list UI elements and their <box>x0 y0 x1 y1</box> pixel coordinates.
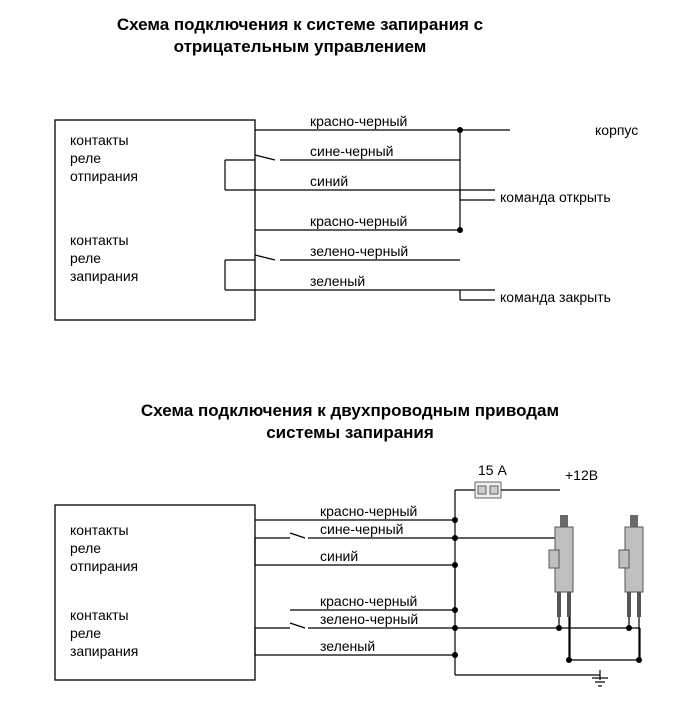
wire-label: сине-черный <box>310 143 393 159</box>
wire-label: сине-черный <box>320 521 403 537</box>
voltage-label: +12В <box>565 467 598 483</box>
wire-label: зелено-черный <box>320 611 418 627</box>
diagram2-title-line1: Схема подключения к двухпроводным привод… <box>141 401 559 420</box>
ground-icon <box>592 670 608 686</box>
node-dot <box>566 657 572 663</box>
relay2-label3: запирания <box>70 643 138 659</box>
node-dot <box>626 625 632 631</box>
node-dot <box>452 535 458 541</box>
node-dot <box>457 227 463 233</box>
output-label: команда закрыть <box>500 289 611 305</box>
fuse-icon <box>475 482 501 498</box>
diagram1-title: Схема подключения к системе запирания с … <box>70 14 530 58</box>
relay1-label2: реле <box>70 150 101 166</box>
relay2-label2: реле <box>70 625 101 641</box>
diagram1-svg: контакты реле отпирания контакты реле за… <box>0 110 693 325</box>
relay2-label: контакты <box>70 232 129 248</box>
node-dot <box>556 625 562 631</box>
switch-arm <box>290 623 305 628</box>
switch-arm <box>290 533 305 538</box>
relay2-label: контакты <box>70 607 129 623</box>
wire-label: красно-черный <box>310 113 407 129</box>
output-label: корпус <box>595 122 638 138</box>
wire-label: синий <box>320 548 358 564</box>
node-dot <box>452 562 458 568</box>
diagram1-title-line2: отрицательным управлением <box>174 37 427 56</box>
diagram1-title-line1: Схема подключения к системе запирания с <box>117 15 483 34</box>
diagram2-svg: контакты реле отпирания контакты реле за… <box>0 460 693 695</box>
node-dot <box>636 657 642 663</box>
relay1-label: контакты <box>70 132 129 148</box>
wire-label: зеленый <box>310 273 365 289</box>
fuse-label: 15 А <box>478 462 507 478</box>
relay2-label2: реле <box>70 250 101 266</box>
wire-label: красно-черный <box>320 593 417 609</box>
actuator-icon <box>619 515 643 617</box>
wire-label: синий <box>310 173 348 189</box>
relay1-label3: отпирания <box>70 168 138 184</box>
switch-arm <box>255 255 275 260</box>
relay1-label: контакты <box>70 522 129 538</box>
wire-label: красно-черный <box>310 213 407 229</box>
output-label: команда открыть <box>500 189 611 205</box>
node-dot <box>452 652 458 658</box>
wire-label: красно-черный <box>320 503 417 519</box>
diagram2-title-line2: системы запирания <box>266 423 434 442</box>
actuator-icon <box>549 515 573 617</box>
switch-arm <box>255 155 275 160</box>
diagram2-title: Схема подключения к двухпроводным привод… <box>120 400 580 444</box>
wire-label: зеленый <box>320 638 375 654</box>
wire-label: зелено-черный <box>310 243 408 259</box>
relay1-label3: отпирания <box>70 558 138 574</box>
relay1-label2: реле <box>70 540 101 556</box>
relay2-label3: запирания <box>70 268 138 284</box>
